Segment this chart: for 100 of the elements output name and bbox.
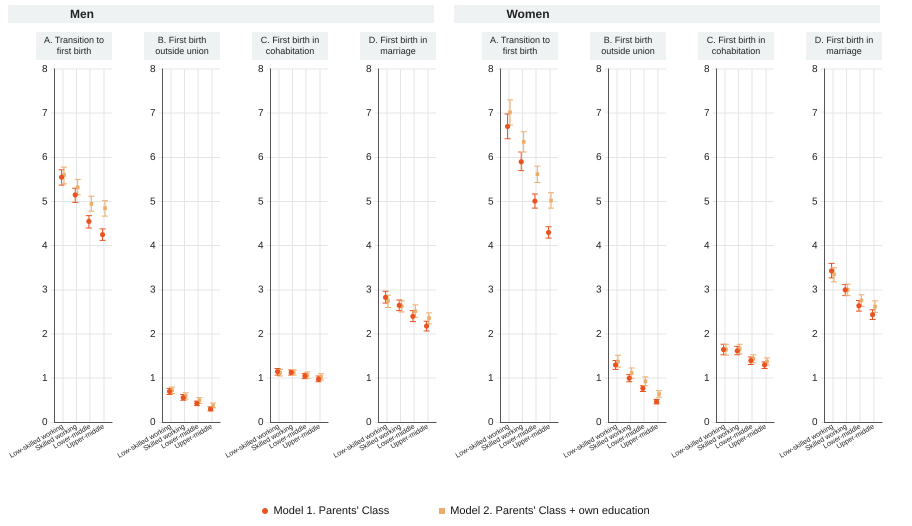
y-tick-label: 3 [488,284,494,296]
y-tick-label: 2 [704,328,710,340]
y-tick-label: 1 [596,372,602,384]
y-tick-label: 6 [488,152,494,164]
point [410,314,416,319]
y-tick-label: 6 [258,152,264,164]
point [100,232,106,238]
point [860,298,864,302]
y-tick-label: 8 [42,64,48,75]
point [532,198,538,204]
y-tick-label: 8 [366,64,372,75]
point [382,294,388,300]
y-tick-label: 5 [258,196,264,208]
point [873,304,877,308]
y-tick-label: 3 [150,284,156,296]
point [90,202,94,206]
point [76,186,80,190]
point [504,124,510,130]
y-tick-label: 1 [704,372,710,384]
chart-subtitle: Men [69,6,95,23]
chart-title: B. First birth outside union [590,32,666,60]
y-tick-label: 0 [812,417,818,428]
y-tick-label: 3 [366,284,372,296]
y-tick-label: 3 [258,284,264,296]
y-tick-label: 5 [42,196,48,208]
y-tick-label: 2 [258,328,264,340]
legend-label: Model 2. Parents' Class + own education [450,505,650,517]
y-tick-label: 4 [596,240,602,252]
point [518,159,524,164]
y-tick-label: 2 [150,328,156,340]
y-tick-label: 3 [812,284,818,296]
y-tick-label: 0 [488,417,494,428]
y-tick-label: 7 [150,108,156,119]
y-tick-label: 8 [596,64,602,75]
y-tick-label: 6 [812,152,818,164]
y-tick-label: 2 [366,328,372,340]
y-tick-label: 1 [150,372,156,384]
chart-title: D. First birth in marriage [806,32,882,60]
chart-title: C. First birth in cohabitation [252,32,328,60]
point [427,316,431,320]
y-tick-label: 7 [488,108,494,119]
y-tick-label: 6 [150,152,156,164]
y-tick-label: 8 [488,64,494,75]
y-tick-label: 2 [488,328,494,340]
y-tick-label: 1 [812,372,818,384]
y-tick-label: 6 [366,152,372,164]
y-tick-label: 5 [704,196,710,208]
point [720,346,726,352]
y-tick-label: 6 [704,152,710,164]
y-tick-label: 4 [704,240,710,252]
point [522,140,526,144]
chart-title: C. First birth in cohabitation [698,32,774,60]
y-tick-label: 0 [258,417,264,428]
y-tick-label: 7 [42,108,48,119]
chart-title: D. First birth in marriage [360,32,436,60]
y-tick-label: 3 [42,284,48,296]
point [414,309,418,313]
y-tick-label: 8 [150,64,156,75]
y-tick-label: 7 [258,108,264,119]
y-tick-label: 0 [42,417,48,428]
point [856,303,862,308]
y-tick-label: 1 [488,372,494,384]
y-tick-label: 8 [258,64,264,75]
y-tick-label: 7 [704,108,710,119]
y-tick-label: 4 [150,240,156,252]
y-tick-label: 4 [42,240,48,252]
y-tick-label: 5 [488,196,494,208]
y-tick-label: 2 [812,328,818,340]
y-tick-label: 3 [704,284,710,296]
y-tick-label: 5 [596,196,602,208]
point [72,192,78,198]
chart-title: A. Transition to first birth [36,32,112,60]
chart-subtitle: Women [505,6,551,23]
point [546,230,552,236]
y-tick-label: 8 [704,64,710,75]
y-tick-label: 0 [596,417,602,428]
y-tick-label: 4 [258,240,264,252]
y-tick-label: 0 [150,417,156,428]
point [86,218,92,224]
y-tick-label: 4 [812,240,818,252]
y-tick-label: 8 [812,64,818,75]
point [386,299,390,303]
y-tick-label: 3 [596,284,602,296]
y-tick-label: 1 [366,372,372,384]
point [832,272,836,276]
point [842,287,848,292]
chart-title: A. Transition to first birth [482,32,558,60]
chart-title: B. First birth outside union [144,32,220,60]
y-tick-label: 7 [812,108,818,119]
y-tick-label: 4 [488,240,494,252]
y-tick-label: 2 [42,328,48,340]
y-tick-label: 0 [704,417,710,428]
y-tick-label: 4 [366,240,372,252]
point [828,268,834,274]
point [103,206,107,210]
legend-label: Model 1. Parents' Class [273,505,390,517]
y-tick-label: 6 [42,152,48,164]
point [549,198,553,202]
y-tick-label: 0 [366,417,372,428]
point [536,172,540,176]
